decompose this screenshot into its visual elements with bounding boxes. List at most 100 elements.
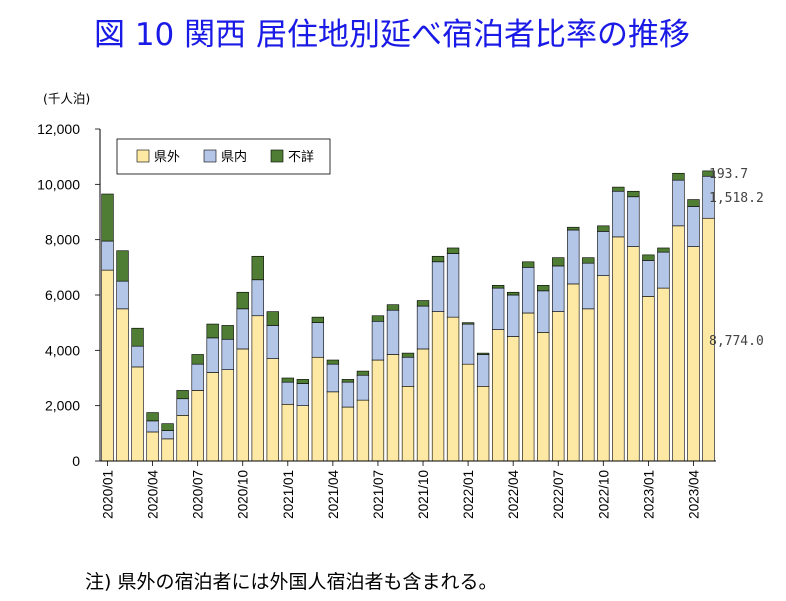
bar-kennai <box>281 381 294 405</box>
bar-fushou <box>356 370 370 376</box>
bar-fushou <box>161 423 174 431</box>
bar-fushou <box>101 193 114 242</box>
bar-kengai <box>251 315 264 462</box>
bar-kengai <box>687 246 700 462</box>
bar-kennai <box>552 265 565 312</box>
bar-kennai <box>461 323 475 365</box>
bar-fushou <box>552 257 565 267</box>
bar-kennai <box>431 261 445 312</box>
x-tick-label: 2021/01 <box>281 470 296 519</box>
bar-fushou <box>476 352 490 355</box>
bar-fushou <box>642 254 655 261</box>
bar-fushou <box>146 412 159 422</box>
bar-kennai <box>537 290 550 333</box>
y-tick-label: 0 <box>72 453 80 469</box>
x-tick-label: 2023/04 <box>686 470 701 519</box>
bar-kennai <box>657 251 670 289</box>
bar-kengai <box>642 296 655 462</box>
bar-fushou <box>567 226 580 231</box>
x-tick-label: 2022/07 <box>551 470 566 519</box>
bar-kennai <box>597 231 610 276</box>
x-tick-label: 2021/07 <box>371 470 386 519</box>
bar-kennai <box>507 294 520 337</box>
bar-fushou <box>627 190 640 198</box>
bar-kennai <box>612 190 625 238</box>
bar-fushou <box>131 327 144 347</box>
bar-kengai <box>356 399 370 462</box>
x-tick-label: 2020/10 <box>236 470 251 519</box>
x-tick-label: 2021/04 <box>326 470 341 519</box>
bar-kengai <box>657 287 670 462</box>
bar-kennai <box>491 287 505 330</box>
x-tick-label: 2022/10 <box>596 470 611 519</box>
bar-kennai <box>567 229 580 285</box>
legend-label-fushou: 不詳 <box>288 149 314 165</box>
bar-fushou <box>702 170 715 177</box>
bar-fushou <box>326 359 340 365</box>
bar-fushou <box>416 300 430 307</box>
bar-fushou <box>281 377 294 383</box>
bar-fushou <box>687 199 700 207</box>
bar-kengai <box>371 359 385 462</box>
bar-kengai <box>627 246 640 462</box>
bar-kengai <box>161 438 174 462</box>
bar-kennai <box>582 262 595 310</box>
bar-kengai <box>386 354 400 462</box>
bar-fushou <box>176 390 189 400</box>
bar-kengai <box>401 385 415 462</box>
figure-title: 図 10 関西 居住地別延べ宿泊者比率の推移 <box>94 17 690 53</box>
bar-kennai <box>236 308 249 350</box>
bar-kengai <box>431 311 445 462</box>
bar-kengai <box>296 405 309 462</box>
bar-kennai <box>206 337 219 373</box>
bar-kennai <box>251 279 264 317</box>
plot-area: 0 2,000 4,000 6,000 8,000 10,000 12,000 2020/01… <box>37 121 716 519</box>
bar-kennai <box>116 280 129 310</box>
bar-kennai <box>446 253 460 318</box>
bar-fushou <box>461 322 475 325</box>
legend: 県外 県内 不詳 <box>116 138 331 175</box>
bar-kennai <box>476 354 490 387</box>
bar-fushou <box>597 225 610 232</box>
bar-kengai <box>341 406 355 462</box>
bar-kennai <box>371 320 385 361</box>
y-tick-label: 4,000 <box>45 342 80 358</box>
bar-kennai <box>311 322 325 358</box>
bar-fushou <box>657 247 670 253</box>
bar-kennai <box>522 267 535 314</box>
bar-kengai <box>311 356 325 462</box>
y-axis-unit-label: (千人泊) <box>43 91 90 106</box>
bar-fushou <box>582 257 595 264</box>
bar-kennai <box>101 240 114 271</box>
bar-fushou <box>522 261 535 268</box>
legend-box <box>116 138 331 175</box>
bar-kennai <box>296 383 309 406</box>
bar-kennai <box>416 305 430 350</box>
bar-fushou <box>116 250 129 282</box>
bar-fushou <box>401 352 415 358</box>
bar-fushou <box>672 172 685 181</box>
bar-fushou <box>371 315 385 322</box>
bar-fushou <box>191 354 204 365</box>
bar-kennai <box>191 363 204 391</box>
annotation-fushou-latest: 193.7 <box>709 167 748 182</box>
bar-kengai <box>537 332 550 462</box>
bar-kengai <box>116 308 129 462</box>
bar-kengai <box>552 311 565 462</box>
bar-fushou <box>386 304 400 311</box>
bar-kengai <box>131 366 144 462</box>
bar-kengai <box>416 348 430 462</box>
bar-kengai <box>101 269 114 462</box>
bar-kennai <box>672 179 685 227</box>
y-tick-label: 6,000 <box>45 287 80 303</box>
bar-fushou <box>311 316 325 323</box>
bar-fushou <box>446 247 460 254</box>
bar-fushou <box>431 255 445 263</box>
x-tick-label: 2020/07 <box>191 470 206 519</box>
bar-kengai <box>146 431 159 462</box>
legend-swatch-fushou <box>270 149 284 163</box>
bar-kengai <box>176 415 189 462</box>
bar-kengai <box>491 329 505 462</box>
x-tick-label: 2022/04 <box>506 470 521 519</box>
bar-kennai <box>131 345 144 368</box>
